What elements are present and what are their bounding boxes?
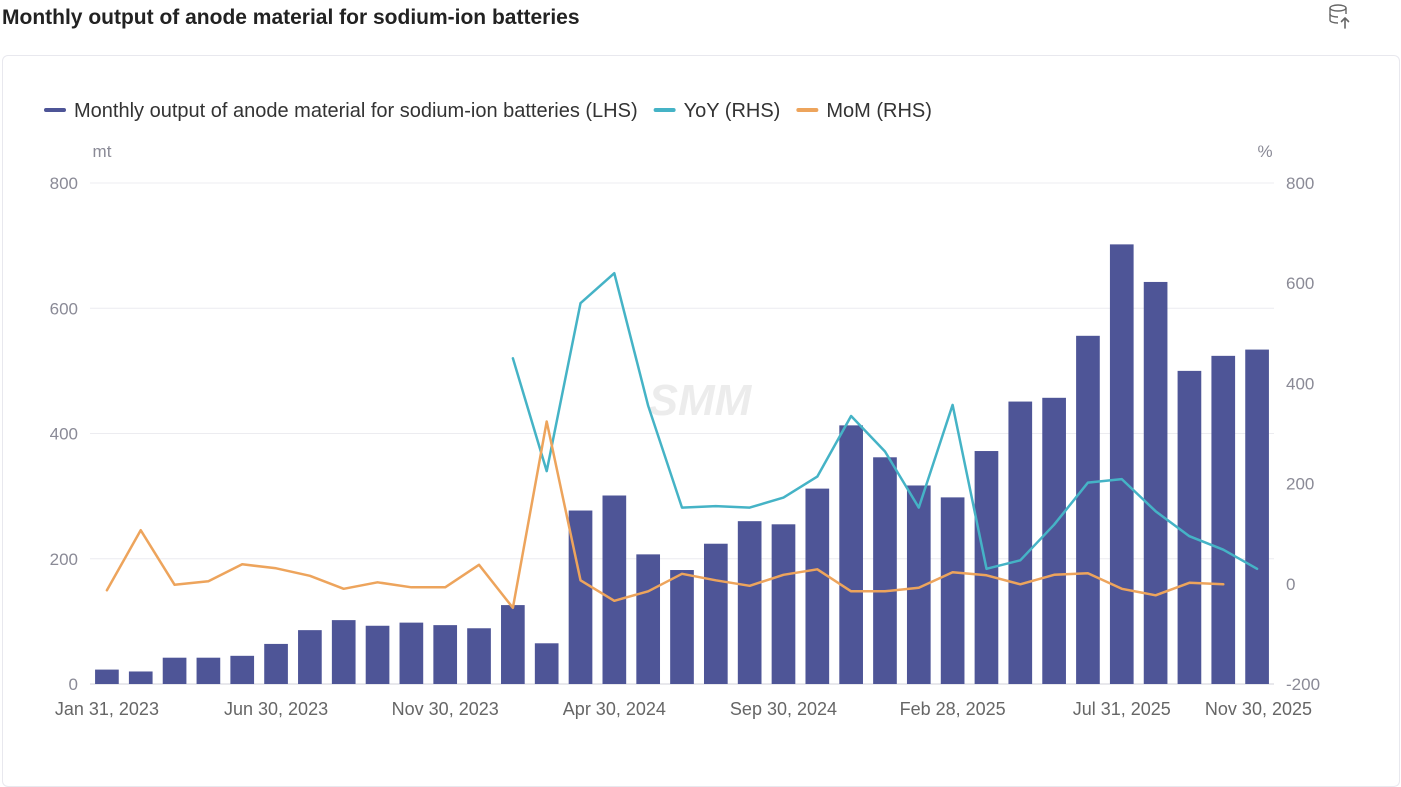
bar (1109, 244, 1134, 684)
bar (771, 524, 796, 684)
x-tick-label: Apr 30, 2024 (563, 699, 666, 719)
watermark: SMM (649, 376, 753, 425)
bar (162, 657, 187, 684)
y-left-tick-label: 200 (50, 550, 78, 569)
y-axis-right: -200 0 200 400 600 800% (1257, 142, 1320, 694)
bar-series (95, 244, 1269, 684)
y-right-tick-label: 400 (1286, 374, 1314, 393)
bar (1143, 281, 1168, 684)
y-left-tick-label: 600 (50, 299, 78, 318)
y-left-tick-label: 400 (50, 425, 78, 444)
bar (670, 570, 694, 684)
legend-label: YoY (RHS) (684, 100, 781, 122)
bar (1042, 397, 1066, 684)
bar (703, 543, 728, 684)
bar (128, 671, 153, 684)
bar (365, 625, 390, 684)
bar (873, 457, 897, 684)
series-line (511, 271, 1259, 571)
bar (805, 488, 830, 684)
bar (1245, 349, 1269, 684)
bar (737, 521, 762, 684)
legend-swatch (44, 108, 66, 112)
legend-label: MoM (RHS) (826, 100, 932, 122)
bar (839, 425, 863, 684)
x-tick-label: Jun 30, 2023 (224, 699, 328, 719)
y-right-tick-label: -200 (1286, 675, 1320, 694)
bar (331, 620, 356, 684)
bar (1211, 355, 1236, 684)
bar (501, 605, 525, 684)
bar (230, 655, 255, 684)
x-tick-label: Jan 31, 2023 (55, 699, 159, 719)
y-left-unit: mt (93, 142, 112, 161)
y-right-tick-label: 600 (1286, 274, 1314, 293)
x-tick-label: Nov 30, 2023 (392, 699, 499, 719)
bar (298, 630, 322, 684)
bar (433, 625, 458, 684)
bar (196, 657, 221, 684)
y-right-tick-label: 0 (1286, 575, 1295, 594)
legend: Monthly output of anode material for sod… (44, 100, 932, 122)
x-tick-label: Feb 28, 2025 (900, 699, 1006, 719)
bar (906, 485, 931, 684)
x-tick-label: Jul 31, 2025 (1073, 699, 1171, 719)
x-axis: Jan 31, 2023 Jun 30, 2023 Nov 30, 2023 Apr … (55, 699, 1312, 719)
y-left-tick-label: 800 (50, 174, 78, 193)
bar (264, 643, 288, 684)
x-tick-label: Nov 30, 2025 (1205, 699, 1312, 719)
legend-swatch (653, 108, 676, 112)
bar (1177, 370, 1202, 684)
bar (399, 622, 424, 684)
database-export-icon[interactable] (1326, 2, 1354, 30)
y-left-tick-label: 0 (69, 675, 78, 694)
bar (467, 628, 491, 684)
y-right-tick-label: 200 (1286, 475, 1314, 494)
legend-swatch (796, 108, 819, 112)
bar (534, 643, 559, 684)
y-right-unit: % (1257, 142, 1272, 161)
series-line (105, 420, 1225, 610)
bar (1008, 401, 1033, 684)
bar (602, 495, 627, 684)
legend-label: Monthly output of anode material for sod… (74, 100, 638, 122)
page-title: Monthly output of anode material for sod… (2, 6, 580, 29)
bar (940, 497, 965, 684)
y-axis-left: 0 200 400 600 800 mt (50, 142, 112, 694)
line-series (105, 271, 1259, 610)
bar (1076, 335, 1100, 684)
bar (95, 669, 119, 684)
y-right-tick-label: 800 (1286, 174, 1314, 193)
x-tick-label: Sep 30, 2024 (730, 699, 837, 719)
bar (636, 554, 661, 684)
